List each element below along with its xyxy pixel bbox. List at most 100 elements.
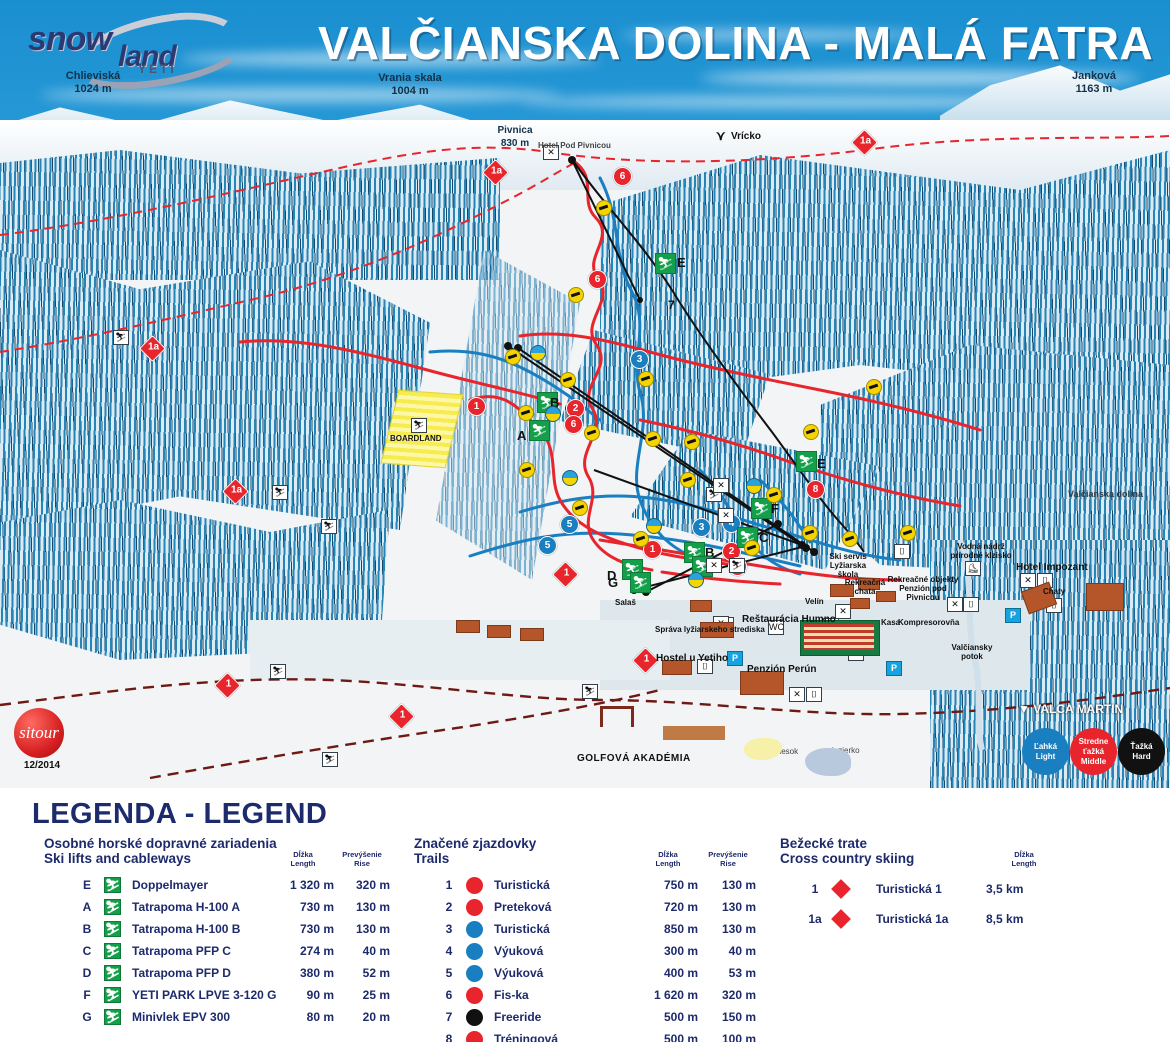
lift-icon-E[interactable]: ⛷ xyxy=(655,253,676,274)
lift-row: A ⛷ Tatrapoma H-100 A 730 m 130 m xyxy=(78,898,390,917)
restaurant-icon[interactable]: ✕ xyxy=(718,508,734,523)
ski-school-icon[interactable]: ⛷ xyxy=(729,558,745,573)
lift-icon-F[interactable]: ⛷ xyxy=(751,498,772,519)
legend-heading: LEGENDA - LEGEND xyxy=(32,798,328,830)
col-rise-en: Rise xyxy=(354,859,370,868)
lift-icon-A[interactable]: ⛷ xyxy=(529,420,550,441)
snowmaking-icon xyxy=(560,372,576,388)
difficulty-light: Ľahká Light xyxy=(1022,728,1069,775)
difficulty-sk: Stredne ťažká xyxy=(1078,736,1109,756)
trail-marker-6[interactable]: 6 xyxy=(588,270,607,289)
map-label-chaty: Chaty xyxy=(1043,587,1066,596)
trail-code: 1 xyxy=(445,878,453,892)
map-label-rekreacne-objekty: Rekreačné objekty Penzión pod Pivnicou xyxy=(887,575,959,602)
lift-code: A xyxy=(82,900,92,914)
peak-altitude: 830 m xyxy=(500,138,530,149)
snowboard-park-icon: ⛷ xyxy=(113,330,129,345)
trail-marker-2[interactable]: 2 xyxy=(722,542,741,561)
trail-name: Turistická xyxy=(494,878,550,892)
snowmaking-icon xyxy=(568,287,584,303)
col-rise-sk: Prevýšenie xyxy=(708,850,748,859)
trail-marker-5[interactable]: 5 xyxy=(538,536,557,555)
trail-marker-3[interactable]: 3 xyxy=(630,350,649,369)
xc-length: 8,5 km xyxy=(986,912,1024,926)
piste-map-image[interactable]: snow land YETI VALČIANSKA DOLINA - MALÁ … xyxy=(0,0,1170,788)
restaurant-icon[interactable]: ✕ xyxy=(947,597,963,612)
lift-length: 380 m xyxy=(299,966,334,980)
trail-marker-3[interactable]: 3 xyxy=(692,518,711,537)
lift-length: 730 m xyxy=(299,922,334,936)
night-skiing-icon xyxy=(545,406,561,422)
lift-label-B: B xyxy=(550,395,560,410)
night-skiing-icon xyxy=(688,572,704,588)
peak-label-jankova: Janková 1163 m xyxy=(1044,70,1144,96)
skating-icon[interactable]: ⛸ xyxy=(965,561,981,576)
boardland-label: BOARDLAND xyxy=(390,434,442,443)
building xyxy=(487,625,511,638)
lift-name: YETI PARK LPVE 3-120 G xyxy=(132,988,277,1002)
building xyxy=(830,584,854,597)
snowboard-park-icon: ⛷ xyxy=(411,418,427,433)
building xyxy=(850,598,870,609)
wc-icon[interactable]: WC xyxy=(768,620,784,635)
lift-icon-E[interactable]: ⛷ xyxy=(796,451,817,472)
jazierko-pond xyxy=(805,748,851,776)
lift-label-F: F xyxy=(771,501,779,516)
parking-icon[interactable]: P xyxy=(886,661,902,676)
lift-row: F ⛷ YETI PARK LPVE 3-120 G 90 m 25 m xyxy=(78,986,390,1005)
humno-stripes xyxy=(804,624,874,650)
difficulty-sk: Ľahká xyxy=(1033,741,1058,751)
map-label-sprava-strediska: Správa lyžiarskeho strediska xyxy=(655,625,765,634)
trail-marker-5[interactable]: 5 xyxy=(560,515,579,534)
trail-name: Freeride xyxy=(494,1010,542,1024)
forest-area xyxy=(0,250,430,530)
trail-marker-8[interactable]: 8 xyxy=(806,480,825,499)
snowmaking-icon xyxy=(684,434,700,450)
lift-length: 274 m xyxy=(299,944,334,958)
accommodation-icon[interactable]: ⌷ xyxy=(963,597,979,612)
lift-icon-G[interactable]: ⛷ xyxy=(630,572,651,593)
trail-row: 2 Preteková 720 m 130 m xyxy=(440,898,760,917)
map-label-jazierko: jazierko xyxy=(832,746,860,755)
forest-area xyxy=(0,150,500,280)
restaurant-icon[interactable]: ✕ xyxy=(789,687,805,702)
difficulty-sk: Ťažká xyxy=(1130,741,1153,751)
difficulty-en: Middle xyxy=(1080,756,1107,766)
accommodation-icon[interactable]: ⌷ xyxy=(697,659,713,674)
lift-code: D xyxy=(82,966,92,980)
trail-row: 5 Výuková 400 m 53 m xyxy=(440,964,760,983)
trail-code: 7 xyxy=(445,1010,453,1024)
trail-marker-1[interactable]: 1 xyxy=(643,540,662,559)
restaurant-icon[interactable]: ✕ xyxy=(706,558,722,573)
lifts-section-title: Osobné horské dopravné zariadenia Ski li… xyxy=(44,836,277,866)
trail-row: 6 Fis-ka 1 620 m 320 m xyxy=(440,986,760,1005)
accommodation-icon[interactable]: ⌷ xyxy=(806,687,822,702)
peak-altitude: 1004 m xyxy=(391,85,429,97)
trail-length: 400 m xyxy=(663,966,698,980)
building xyxy=(456,620,480,633)
trail-marker-6[interactable]: 6 xyxy=(564,415,583,434)
trail-length: 500 m xyxy=(663,1032,698,1042)
lift-code: G xyxy=(82,1010,92,1024)
snowmaking-icon xyxy=(633,531,649,547)
restaurant-icon[interactable]: ✕ xyxy=(713,478,729,493)
trail-color-dot xyxy=(466,1030,483,1042)
restaurant-icon[interactable]: ✕ xyxy=(835,604,851,619)
logo-subtext: YETI xyxy=(138,62,177,76)
snowmaking-icon xyxy=(596,200,612,216)
trail-marker-1[interactable]: 1 xyxy=(467,397,486,416)
parking-icon[interactable]: P xyxy=(1005,608,1021,623)
restaurant-icon[interactable]: ✕ xyxy=(543,145,559,160)
trail-length: 1 620 m xyxy=(653,988,698,1002)
parking-icon[interactable]: P xyxy=(727,651,743,666)
lifts-col-rise: Prevýšenie Rise xyxy=(334,850,390,868)
map-label-golfova-akademia: GOLFOVÁ AKADÉMIA xyxy=(577,753,691,764)
skating-icon[interactable]: ⌷ xyxy=(894,544,910,559)
restaurant-icon[interactable]: ✕ xyxy=(1020,573,1036,588)
trail-marker-6[interactable]: 6 xyxy=(613,167,632,186)
lift-icon-B[interactable]: ⛷ xyxy=(684,542,705,563)
trail-marker-7[interactable]: 7 xyxy=(668,298,675,312)
difficulty-middle: Stredne ťažká Middle xyxy=(1070,728,1117,775)
page-title: VALČIANSKA DOLINA - MALÁ FATRA xyxy=(318,17,1154,69)
